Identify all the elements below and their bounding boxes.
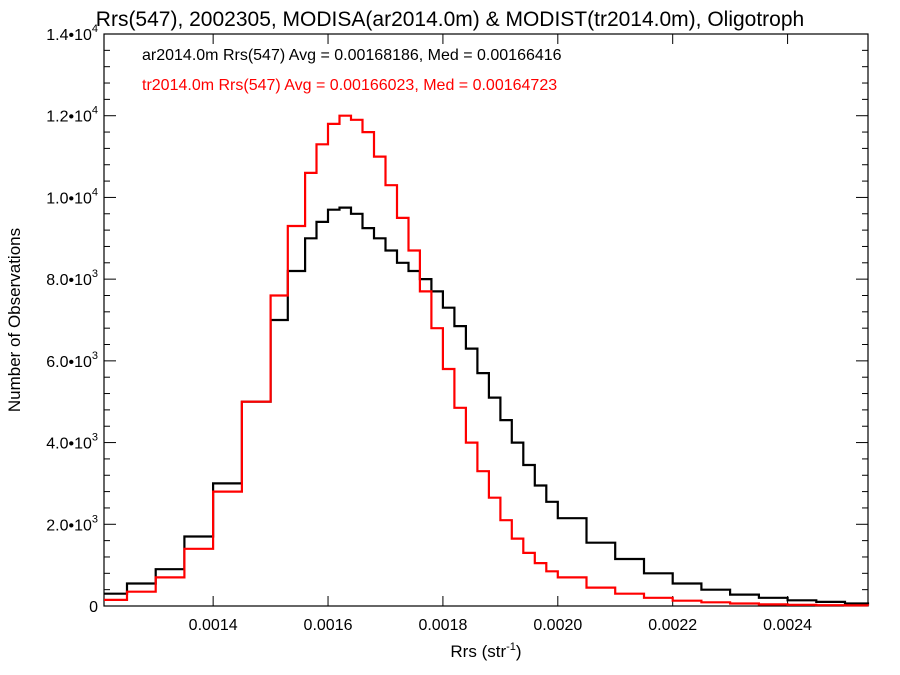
y-tick-label: 4.0•103 [46, 432, 98, 453]
annotation-1: tr2014.0m Rrs(547) Avg = 0.00166023, Med… [142, 77, 557, 94]
y-tick-label: 8.0•103 [46, 268, 98, 289]
x-tick-label: 0.0024 [763, 617, 812, 634]
y-tick-label-mantissa: 1.0•10 [46, 190, 92, 207]
annotation-0: ar2014.0m Rrs(547) Avg = 0.00168186, Med… [142, 47, 562, 64]
y-tick-label-mantissa: 2.0•10 [46, 517, 92, 534]
series-line-0 [104, 206, 870, 605]
y-tick-label: 1.2•104 [46, 105, 98, 126]
y-tick-label: 2.0•103 [46, 513, 98, 534]
x-tick-label: 0.0020 [533, 617, 582, 634]
y-tick-label-exponent: 3 [92, 268, 98, 280]
x-axis-label-main: Rrs (str [450, 642, 506, 661]
y-tick-label-exponent: 4 [92, 23, 98, 35]
y-tick-label-exponent: 3 [92, 350, 98, 362]
chart-title: Rrs(547), 2002305, MODISA(ar2014.0m) & M… [96, 8, 804, 31]
y-axis-label: Number of Observations [5, 228, 24, 412]
axis-ticks: 0.0014 0.0016 0.0018 0.0020 0.0022 0.0024 0 2.0… [46, 23, 868, 634]
series-line-1 [104, 114, 870, 607]
y-tick-label-exponent: 3 [92, 513, 98, 525]
y-tick-label: 0 [89, 599, 98, 616]
x-tick-label: 0.0014 [189, 617, 238, 634]
y-tick-label-mantissa: 1.2•10 [46, 109, 92, 126]
y-tick-label: 1.0•104 [46, 186, 98, 207]
x-tick-label: 0.0022 [648, 617, 697, 634]
annotations: ar2014.0m Rrs(547) Avg = 0.00168186, Med… [142, 47, 562, 94]
x-axis-label: Rrs (str-1) [450, 641, 521, 661]
series-layer [104, 114, 870, 607]
y-tick-label: 1.4•104 [46, 23, 98, 44]
y-tick-label-exponent: 4 [92, 105, 98, 117]
plot-area: 0.0014 0.0016 0.0018 0.0020 0.0022 0.0024 0 2.0… [46, 23, 870, 634]
y-tick-label: 6.0•103 [46, 350, 98, 371]
y-tick-label-exponent: 3 [92, 432, 98, 444]
y-tick-label-mantissa: 8.0•10 [46, 272, 92, 289]
plot-frame [103, 33, 869, 607]
x-tick-label: 0.0018 [418, 617, 467, 634]
y-tick-label-mantissa: 0 [89, 599, 98, 616]
y-tick-label-mantissa: 6.0•10 [46, 354, 92, 371]
y-tick-label-mantissa: 4.0•10 [46, 436, 92, 453]
y-tick-label-exponent: 4 [92, 186, 98, 198]
x-axis-label-suffix: ) [516, 642, 522, 661]
y-tick-label-mantissa: 1.4•10 [46, 27, 92, 44]
x-axis-label-sup: -1 [506, 641, 516, 653]
x-tick-label: 0.0016 [304, 617, 353, 634]
